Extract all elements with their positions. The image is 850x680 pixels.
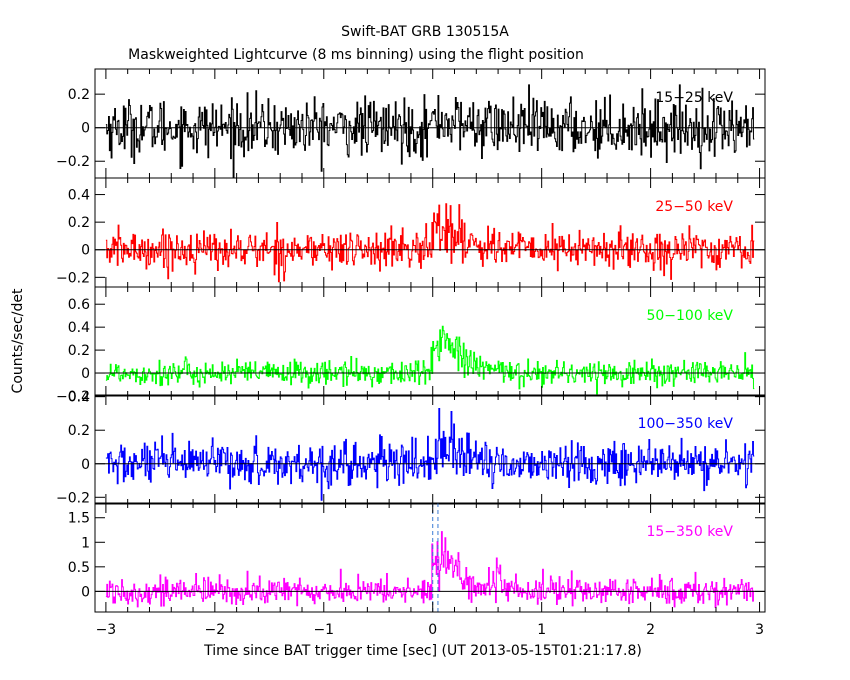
x-tick-label: 0 (428, 622, 437, 638)
x-tick-label: −1 (313, 622, 334, 638)
y-tick-label: 0.2 (68, 423, 90, 439)
y-tick-label: −0.2 (56, 270, 90, 286)
lightcurve-series (105, 408, 755, 501)
y-tick-label: 0.2 (68, 87, 90, 103)
lightcurve-series (105, 203, 755, 283)
y-tick-label: 1.5 (68, 511, 90, 527)
x-tick-label: 2 (646, 622, 655, 638)
panel-frame (94, 394, 766, 505)
chart-subtitle: Maskweighted Lightcurve (8 ms binning) u… (128, 47, 584, 63)
x-axis-label: Time since BAT trigger time [sec] (UT 20… (203, 643, 642, 659)
x-tick-label: −3 (96, 622, 117, 638)
y-tick-label: 0.4 (68, 320, 90, 336)
panel-4: −0.2 0 0.2 0.4 100−350 keV (56, 390, 766, 506)
panel-frame (94, 286, 766, 397)
chart-title: Swift-BAT GRB 130515A (341, 24, 509, 40)
y-tick-label: 0 (81, 584, 90, 600)
y-tick-label: 0 (81, 457, 90, 473)
panels-layer: −0.2 0 0.2 15−25 keV −0.2 0 0.2 0.4 25−50 keV −0.… (56, 68, 766, 638)
energy-band-label: 50−100 keV (646, 308, 733, 324)
y-tick-label: 0 (81, 366, 90, 382)
y-tick-label: −0.2 (56, 389, 90, 405)
y-tick-label: −0.2 (56, 154, 90, 170)
y-tick-label: 0.2 (68, 215, 90, 231)
y-tick-label: 1 (81, 535, 90, 551)
energy-band-label: 15−350 keV (646, 524, 733, 540)
panel-frame (94, 502, 766, 613)
panel-5: 0 0.5 1 1.5 15−350 keV (68, 502, 766, 613)
y-axis-label: Counts/sec/det (10, 288, 26, 393)
y-tick-label: −0.2 (56, 490, 90, 506)
x-tick-label: −2 (205, 622, 226, 638)
x-tick-label: 1 (537, 622, 546, 638)
y-tick-label: 0 (81, 121, 90, 137)
y-tick-label: 0 (81, 243, 90, 259)
lightcurve-series (105, 531, 755, 608)
y-tick-label: 0.5 (68, 560, 90, 576)
x-tick-label: 3 (755, 622, 764, 638)
panel-3: −0.2 0 0.2 0.4 0.6 50−100 keV (56, 286, 766, 405)
y-tick-label: 0.4 (68, 390, 90, 406)
lightcurve-series (105, 84, 755, 178)
energy-band-label: 100−350 keV (638, 416, 734, 432)
energy-band-label: 25−50 keV (655, 199, 733, 215)
y-tick-label: 0.6 (68, 297, 90, 313)
y-tick-label: 0.2 (68, 343, 90, 359)
energy-band-label: 15−25 keV (655, 90, 733, 106)
lightcurve-series (105, 325, 755, 395)
y-tick-label: 0.4 (68, 188, 90, 204)
